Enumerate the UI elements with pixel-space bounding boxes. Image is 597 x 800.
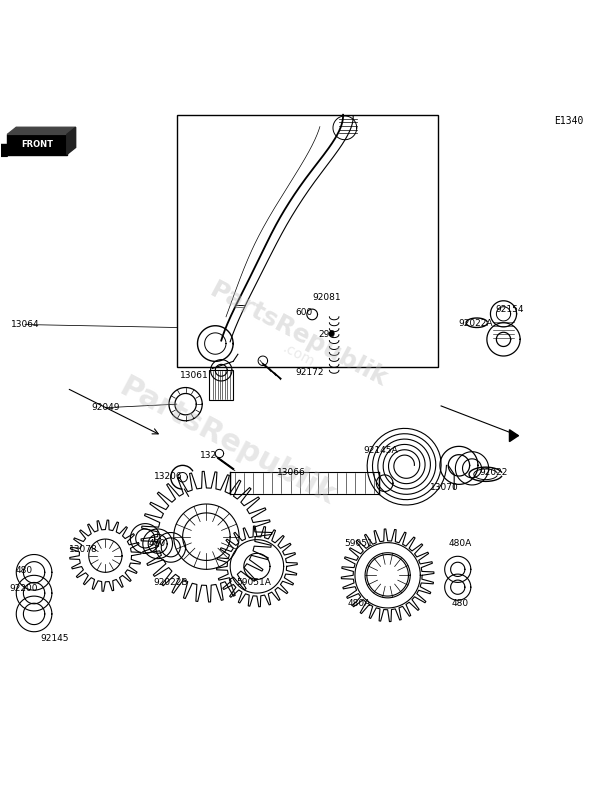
Text: 92154: 92154 [495,305,524,314]
Polygon shape [0,145,7,156]
Text: .com: .com [280,342,317,370]
Text: 132: 132 [199,450,217,460]
Text: 92049: 92049 [91,403,119,412]
Text: 92200: 92200 [10,584,38,593]
Text: PartsRepublik: PartsRepublik [206,278,391,391]
Bar [210,370,233,400]
Bar [177,114,438,367]
Polygon shape [198,326,233,362]
Text: 92081: 92081 [313,293,341,302]
Text: 92022A: 92022A [458,319,493,329]
Text: 13061: 13061 [180,371,209,380]
Text: 59051A: 59051A [236,578,272,587]
Text: 92145A: 92145A [363,446,398,455]
Text: E1340: E1340 [555,116,584,126]
Text: 92022B: 92022B [153,578,188,587]
Text: 92172: 92172 [295,368,324,377]
Text: 13066: 13066 [277,468,306,477]
Text: 480: 480 [149,539,165,548]
Text: 600: 600 [296,307,313,317]
Text: FRONT: FRONT [21,140,53,149]
Text: 290: 290 [318,330,336,339]
Text: 13078: 13078 [69,546,98,554]
Text: 92022: 92022 [479,468,507,477]
Polygon shape [67,127,76,154]
Text: PartsRepublik: PartsRepublik [114,372,340,510]
Text: 59051: 59051 [344,539,374,548]
Polygon shape [509,430,518,442]
Text: 480: 480 [451,598,469,608]
Polygon shape [7,134,67,154]
Text: 13070: 13070 [430,483,458,492]
Text: 480A: 480A [448,539,472,548]
Text: 13064: 13064 [11,320,39,329]
Polygon shape [7,127,76,134]
Bar [230,473,378,494]
Text: 13206: 13206 [153,471,182,481]
Text: 92145: 92145 [41,634,69,643]
Text: 480: 480 [16,566,32,575]
Text: 480A: 480A [347,598,371,608]
